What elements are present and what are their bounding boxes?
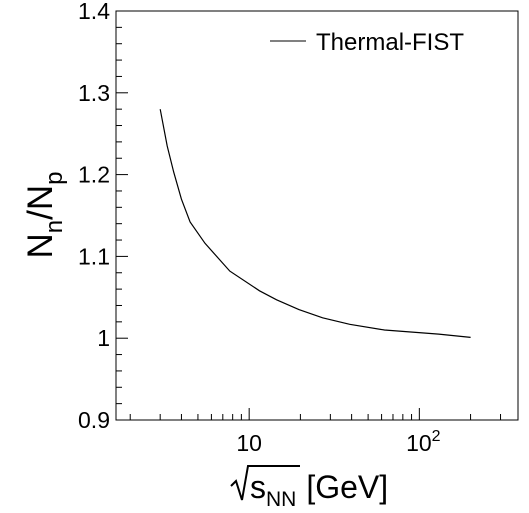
svg-text:sNN[GeV]: sNN [GeV] bbox=[250, 469, 388, 511]
y-axis-title-n: N bbox=[21, 233, 60, 258]
y-axis-title-p-sub: p bbox=[41, 171, 68, 184]
y-tick-labels: 0.9 1 1.1 1.2 1.3 1.4 bbox=[78, 0, 110, 433]
x-tick-label: 10 bbox=[236, 430, 262, 456]
y-tick-label: 1.4 bbox=[78, 0, 110, 24]
x-tick-label-base: 10 bbox=[236, 430, 262, 456]
sqrt-symbol bbox=[230, 465, 300, 501]
x-axis-title-base: s bbox=[250, 469, 266, 505]
legend-label-thermal-fist: Thermal-FIST bbox=[316, 29, 464, 56]
y-tick-label: 1.3 bbox=[78, 80, 110, 106]
x-tick-label-base: 10 bbox=[406, 430, 432, 456]
y-axis-title-n-sub: n bbox=[41, 220, 68, 233]
y-tick-label: 1.1 bbox=[78, 243, 110, 269]
svg-text:Nn/Np: Nn/Np bbox=[21, 171, 68, 258]
x-axis-title-sub: NN bbox=[266, 488, 296, 511]
x-axis-title-unit: [GeV] bbox=[306, 469, 388, 505]
x-tick-labels: 10 102 bbox=[236, 428, 440, 456]
y-axis-title-slash: / bbox=[21, 210, 60, 220]
series-line-thermal-fist bbox=[159, 109, 471, 338]
x-tick-label-exponent: 2 bbox=[432, 428, 441, 445]
plot-frame bbox=[115, 10, 519, 421]
y-tick-label: 1.2 bbox=[78, 162, 110, 188]
legend: Thermal-FIST bbox=[270, 29, 464, 56]
x-axis-title: sNN [GeV] bbox=[230, 465, 388, 511]
y-axis-title: Nn/Np bbox=[21, 171, 68, 258]
y-axis-title-p: N bbox=[21, 185, 60, 210]
ticks bbox=[116, 10, 502, 421]
y-tick-label: 1 bbox=[97, 325, 110, 351]
y-tick-label: 0.9 bbox=[78, 407, 110, 433]
series-group bbox=[159, 109, 471, 338]
x-tick-label: 102 bbox=[406, 428, 441, 456]
